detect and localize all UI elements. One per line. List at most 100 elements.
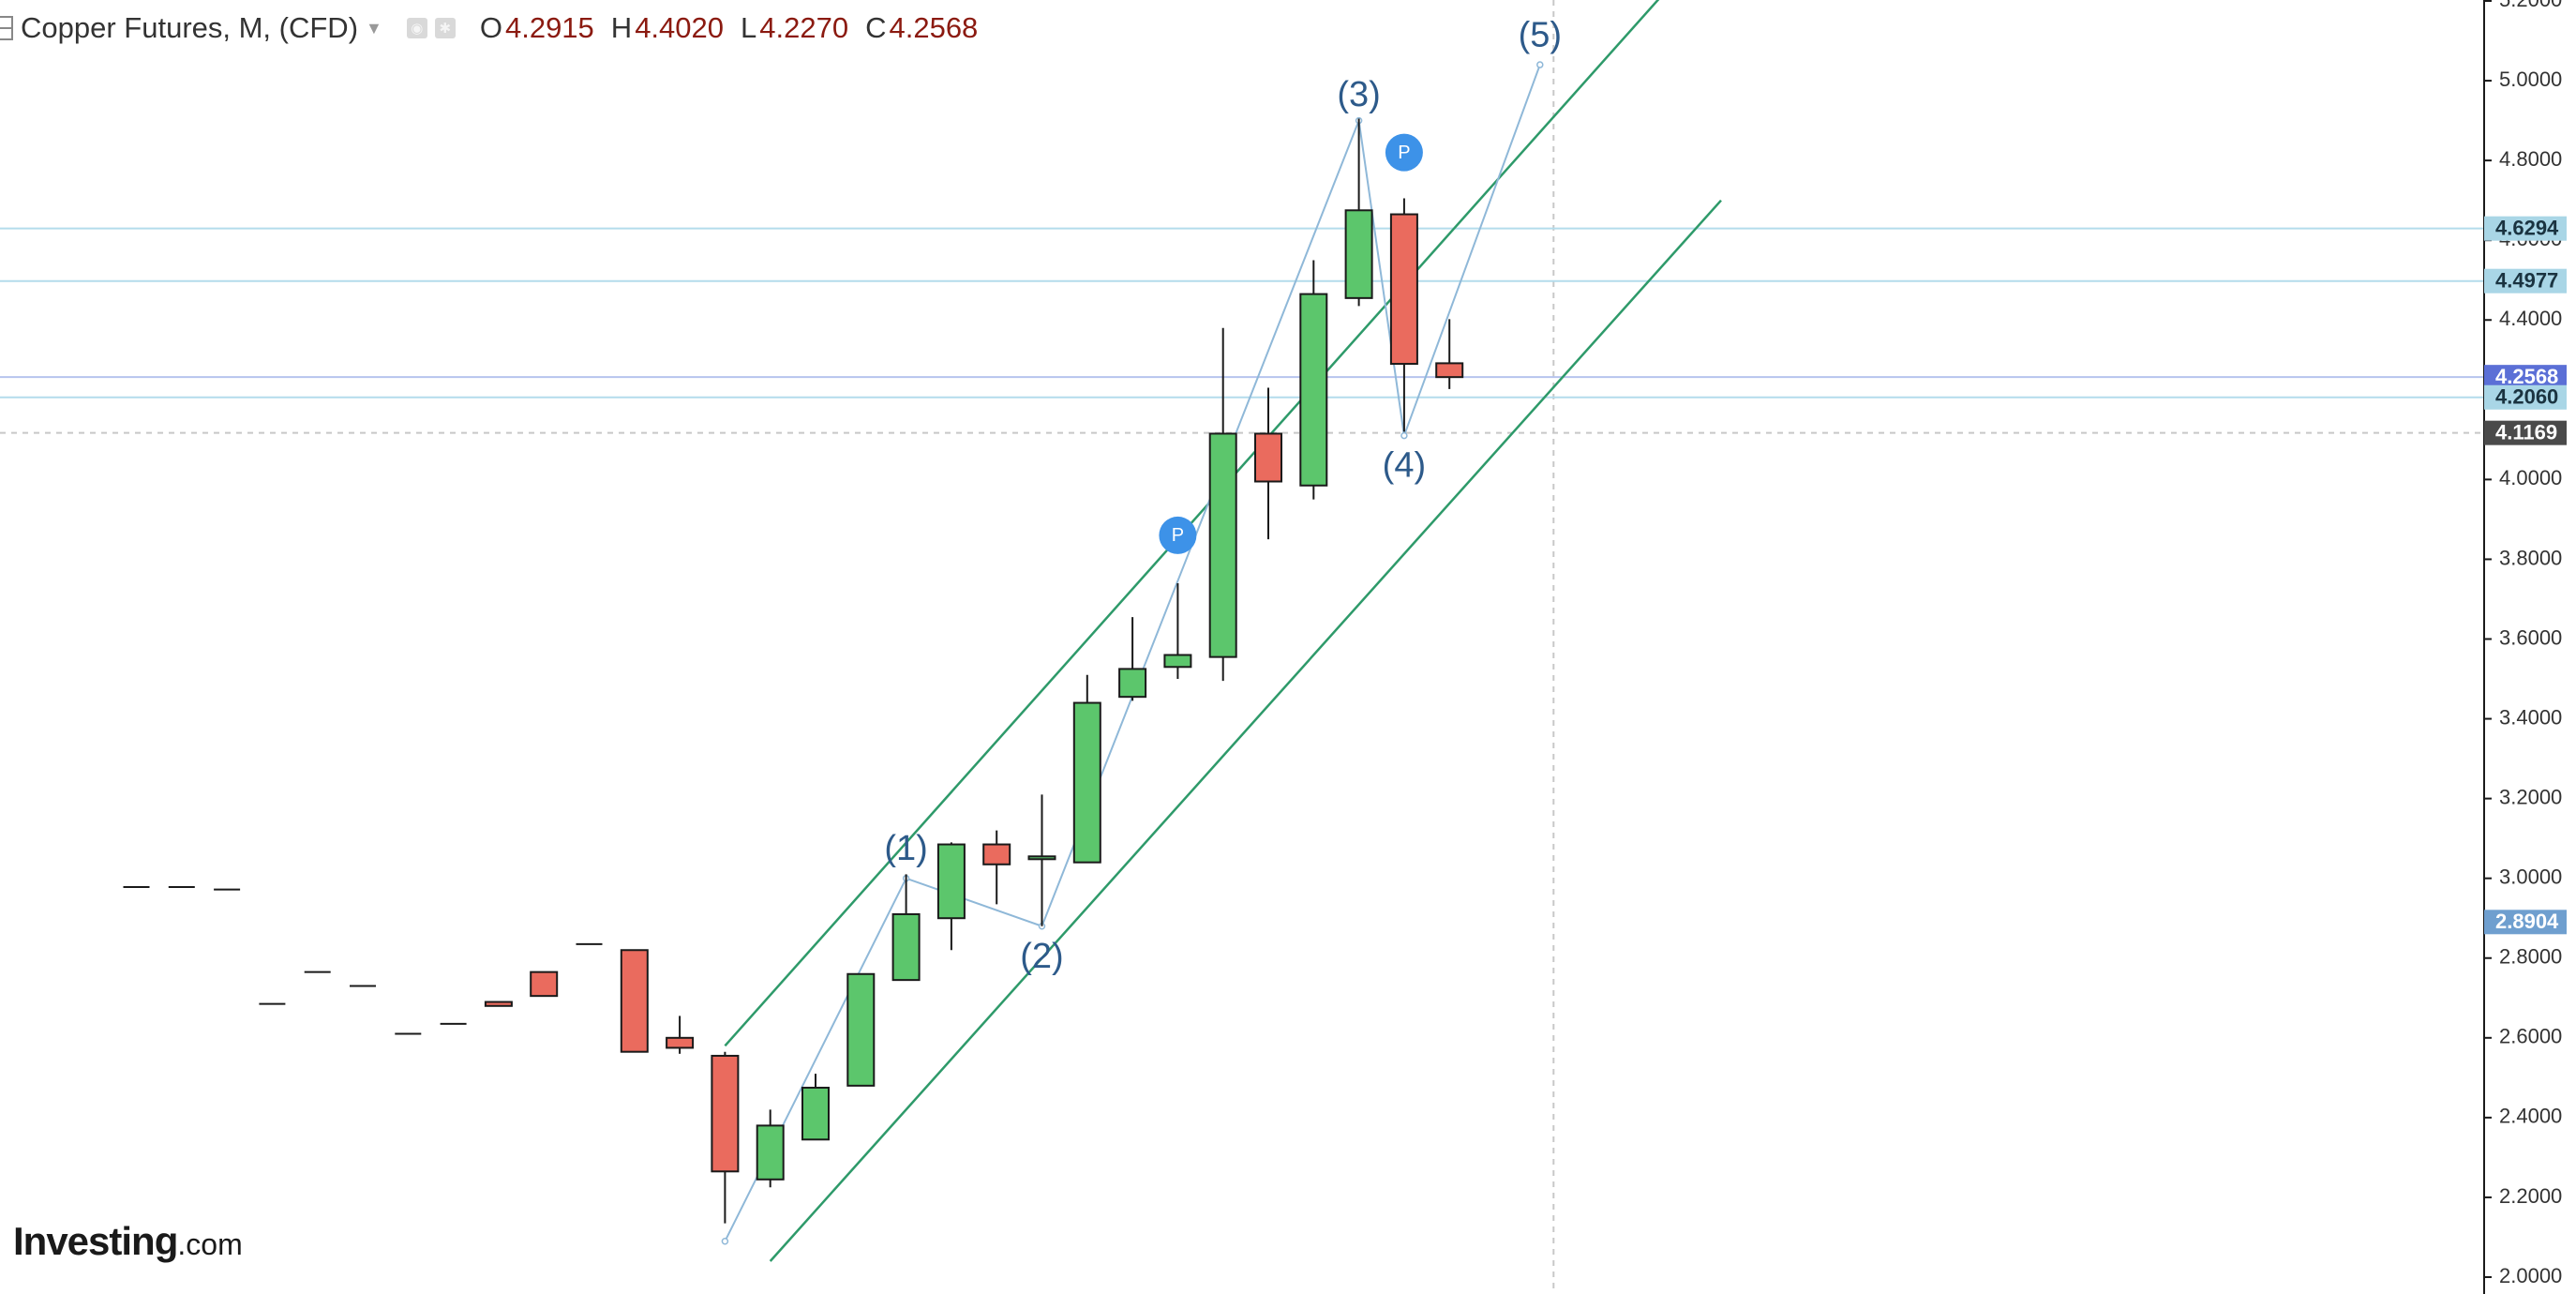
ohlc-low: L 4.2270	[741, 11, 848, 45]
candle-9	[530, 970, 559, 998]
price-tag-3: 4.2060	[2484, 385, 2567, 410]
candle-body-20	[1027, 855, 1056, 861]
price-tag-4: 4.1169	[2484, 420, 2567, 445]
candle-body-18	[936, 843, 966, 920]
eye-icon[interactable]: ◉	[406, 18, 427, 38]
candle-16	[846, 972, 876, 1087]
candle-body-23	[1163, 654, 1192, 669]
price-tag-1: 4.4977	[2484, 269, 2567, 293]
candle-body-11	[620, 949, 649, 1053]
candle-14	[756, 1109, 785, 1188]
y-tick-label-12: 4.4000	[2499, 307, 2562, 330]
y-tick-label-14: 4.8000	[2499, 147, 2562, 171]
chevron-down-icon[interactable]: ▼	[366, 18, 382, 38]
candle-29	[1435, 319, 1464, 389]
logo-main: Investing	[13, 1219, 178, 1263]
candle-body-16	[846, 972, 876, 1087]
candle-13	[711, 1051, 740, 1224]
pivot-circle-0	[1159, 516, 1197, 554]
y-tick-label-5: 3.0000	[2499, 865, 2562, 889]
candle-body-21	[1072, 701, 1101, 864]
investing-logo: Investing.com	[13, 1219, 243, 1264]
price-tag-0-bg	[2484, 216, 2567, 241]
candle-21	[1072, 674, 1101, 864]
wave-label-1: (2)	[1020, 937, 1063, 976]
pivot-marker-1: P	[1385, 133, 1423, 172]
candle-12	[666, 1016, 695, 1054]
candle-body-26	[1299, 293, 1328, 487]
candle-body-12	[666, 1036, 695, 1049]
wave-label-4: (5)	[1519, 15, 1562, 54]
y-tick-label-15: 5.0000	[2499, 68, 2562, 91]
price-tag-0-text: 4.6294	[2495, 216, 2559, 239]
candle-17	[891, 874, 921, 982]
wave-node-4	[1400, 431, 1408, 440]
wave-label-0: (1)	[884, 829, 927, 868]
candle-20	[1027, 794, 1056, 926]
ohlc-close: C 4.2568	[865, 11, 978, 45]
candle-23	[1163, 582, 1192, 680]
price-tag-3-text: 4.2060	[2495, 385, 2558, 409]
candle-28	[1389, 198, 1418, 432]
y-tick-label-0: 2.0000	[2499, 1264, 2562, 1287]
price-tag-4-text: 4.1169	[2495, 420, 2557, 444]
high-value: 4.4020	[635, 11, 725, 44]
menu-icon[interactable]	[0, 16, 13, 40]
candle-body-24	[1208, 432, 1237, 658]
open-key: O	[479, 11, 502, 44]
pivot-marker-0: P	[1159, 516, 1197, 554]
price-tag-1-bg	[2484, 268, 2567, 293]
close-value: 4.2568	[889, 11, 979, 44]
gear-icon[interactable]: ✱	[434, 18, 456, 38]
candle-18	[936, 842, 966, 951]
candle-19	[982, 830, 1011, 905]
wave-label-2: (3)	[1337, 75, 1380, 114]
pivot-label-1: P	[1398, 143, 1410, 163]
symbol-label[interactable]: Copper Futures, M, (CFD)	[21, 11, 359, 44]
y-tick-label-9: 3.8000	[2499, 546, 2562, 569]
y-tick-label-4: 2.8000	[2499, 945, 2562, 969]
candle-body-9	[530, 970, 559, 998]
logo-suffix: .com	[177, 1227, 243, 1261]
y-tick-label-3: 2.6000	[2499, 1025, 2562, 1048]
y-tick-label-1: 2.2000	[2499, 1184, 2562, 1208]
candle-22	[1118, 617, 1147, 701]
candle-27	[1344, 118, 1373, 307]
candle-body-22	[1118, 668, 1147, 699]
candle-body-27	[1344, 209, 1373, 299]
y-tick-label-2: 2.4000	[2499, 1105, 2562, 1128]
candle-26	[1299, 260, 1328, 500]
open-value: 4.2915	[504, 11, 594, 44]
candle-body-14	[756, 1124, 785, 1181]
y-tick-label-8: 3.6000	[2499, 625, 2562, 649]
candle-11	[620, 949, 649, 1053]
y-tick-label-10: 4.0000	[2499, 466, 2562, 489]
candle-15	[801, 1074, 830, 1141]
value-tag-0: 2.8904	[2484, 910, 2567, 935]
value-tag-0-text: 2.8904	[2495, 910, 2559, 933]
close-key: C	[865, 11, 887, 44]
chart-legend: Copper Futures, M, (CFD) ▼ ◉ ✱ O 4.2915 H…	[0, 8, 978, 49]
high-key: H	[610, 11, 633, 44]
wave-node-0	[721, 1237, 729, 1245]
candle-24	[1208, 327, 1237, 682]
candle-8	[484, 1001, 513, 1007]
channel-line-lower	[769, 199, 1722, 1262]
ohlc-open: O 4.2915	[480, 11, 594, 45]
pivot-circle-1	[1385, 133, 1423, 172]
y-tick-label-6: 3.2000	[2499, 785, 2562, 808]
price-tag-2-text: 4.2568	[2495, 365, 2558, 388]
candle-25	[1254, 387, 1282, 540]
candle-body-8	[484, 1001, 513, 1007]
candle-body-28	[1389, 213, 1418, 366]
plot-area: (1) (2) (3) (4) (5) P P	[0, 0, 2484, 1294]
y-tick-label-7: 3.4000	[2499, 705, 2562, 729]
candle-body-19	[982, 843, 1011, 865]
candle-body-29	[1435, 362, 1464, 379]
wave-label-3: (4)	[1383, 446, 1426, 486]
value-tag-0-bg	[2484, 910, 2567, 935]
price-tag-4-bg	[2484, 420, 2567, 445]
candle-body-13	[711, 1054, 740, 1173]
